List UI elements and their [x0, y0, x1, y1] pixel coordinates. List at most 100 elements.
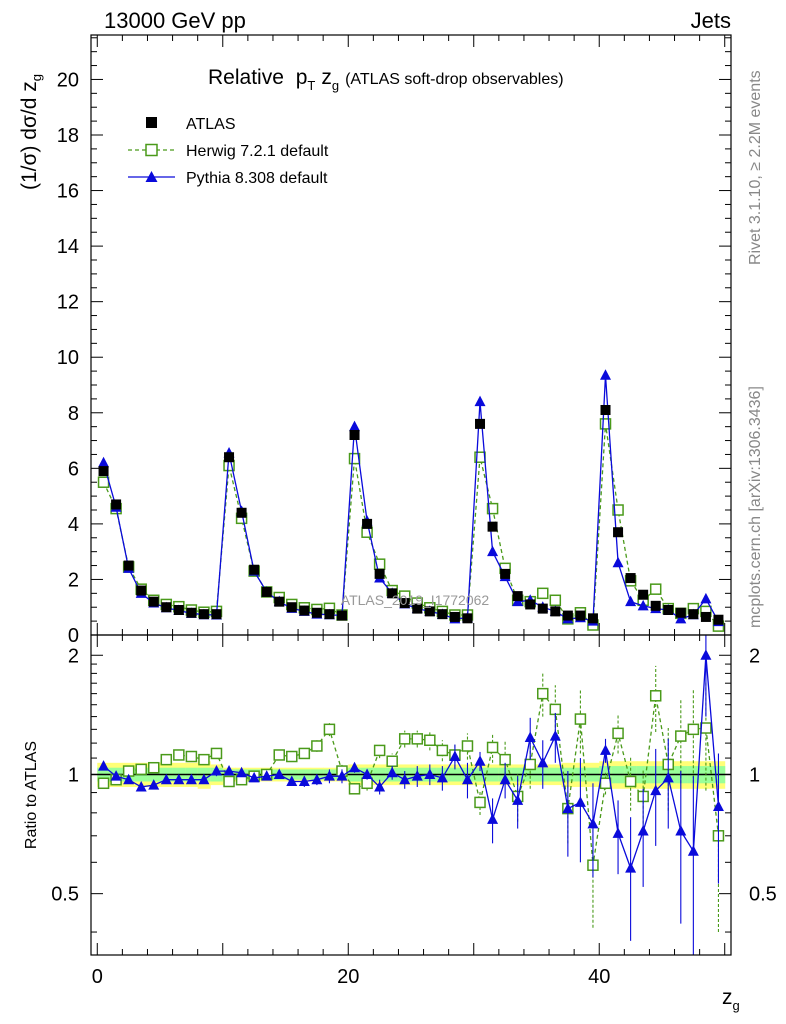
- side-text-mcplots: mcplots.cern.ch [arXiv:1306.3436]: [747, 386, 764, 628]
- atlas-main-point: [537, 603, 548, 614]
- pythia-ratio-point: [537, 756, 549, 768]
- atlas-main-point: [374, 568, 385, 579]
- main-ytick-label: 20: [57, 69, 79, 91]
- pythia-ratio-point: [210, 765, 222, 776]
- atlas-main-point: [449, 611, 460, 622]
- atlas-main-point: [462, 613, 473, 624]
- atlas-main-point: [136, 585, 147, 596]
- title-z: z: [321, 66, 332, 89]
- herwig-ratio-point: [348, 783, 361, 795]
- pythia-ratio-point: [625, 862, 637, 873]
- atlas-main-point: [500, 568, 511, 579]
- atlas-main-point: [562, 610, 573, 621]
- herwig-ratio-point: [649, 690, 662, 702]
- atlas-main-point: [587, 613, 598, 624]
- herwig-ratio-point: [411, 733, 424, 745]
- pythia-ratio-point: [424, 768, 436, 779]
- pythia-ratio-point: [98, 760, 110, 771]
- pythia-ratio-point: [148, 779, 160, 790]
- pythia-ratio-point: [574, 796, 586, 807]
- atlas-main-point: [324, 609, 335, 620]
- atlas-main-point: [211, 609, 222, 620]
- pythia-ratio-point: [524, 731, 536, 742]
- main-ytick-label: 14: [57, 236, 79, 258]
- atlas-main-point: [512, 591, 523, 602]
- atlas-main-point: [299, 605, 310, 616]
- herwig-ratio-point: [160, 753, 173, 766]
- main-ylabel-text: (1/σ) dσ/d z: [18, 81, 41, 190]
- pythia-ratio-point: [461, 773, 473, 785]
- main-ytick-label: 12: [57, 292, 79, 314]
- herwig-ratio-point: [486, 741, 499, 754]
- pythia-ratio-point: [110, 770, 122, 781]
- legend-marker-atlas: [146, 117, 157, 128]
- header-left: 13000 GeV pp: [104, 8, 246, 33]
- main-ytick-label: 18: [57, 125, 79, 147]
- atlas-main-point: [613, 527, 624, 538]
- herwig-ratio-point: [612, 727, 624, 740]
- pythia-main-point: [600, 369, 612, 380]
- herwig-ratio-point: [198, 753, 210, 766]
- pythia-ratio-point: [650, 784, 662, 796]
- pythia-ratio-point: [436, 771, 448, 783]
- atlas-main-point: [600, 405, 611, 415]
- header-right: Jets: [691, 8, 731, 33]
- atlas-main-point: [198, 609, 209, 620]
- herwig-ratio-point: [461, 740, 474, 752]
- herwig-ratio-point: [97, 777, 110, 790]
- ratio-ytick-label: 1: [68, 764, 79, 786]
- atlas-main-point: [186, 607, 197, 618]
- atlas-main-point: [399, 598, 410, 609]
- ratio-ytick-label-right: 0.5: [749, 884, 777, 906]
- herwig-ratio-point: [398, 733, 411, 745]
- atlas-main-point: [98, 466, 109, 477]
- herwig-ratio-point: [474, 796, 486, 809]
- title-word: Relative: [208, 66, 284, 89]
- herwig-main-point: [612, 504, 624, 516]
- ratio-xtick-label: 0: [92, 966, 103, 988]
- atlas-main-point: [387, 588, 398, 599]
- pythia-ratio-point: [675, 824, 687, 836]
- title-p: p: [296, 66, 308, 89]
- legend-label-pythia: Pythia 8.308 default: [186, 170, 328, 187]
- atlas-main-point: [336, 610, 347, 621]
- atlas-main-point: [261, 586, 272, 597]
- herwig-ratio-point: [135, 763, 147, 776]
- pythia-ratio-point: [700, 649, 712, 660]
- pythia-ratio-point: [386, 766, 398, 778]
- pythia-main-point: [625, 595, 637, 607]
- pythia-ratio-point: [311, 773, 323, 785]
- herwig-ratio-point: [147, 761, 160, 774]
- pythia-ratio-point: [286, 775, 298, 786]
- pythia-ratio-point: [499, 773, 511, 785]
- herwig-ratio-point: [624, 775, 637, 788]
- ratio-panel: 0.5 0.51 12 20 20 40 Ratio to ATLAS zg: [23, 634, 777, 1013]
- herwig-ratio-point: [373, 744, 386, 757]
- side-text-rivet: Rivet 3.1.10, ≥ 2.2M events: [747, 70, 764, 265]
- atlas-main-point: [424, 606, 435, 617]
- pythia-ratio-point: [323, 770, 335, 781]
- atlas-main-point: [274, 596, 285, 607]
- herwig-ratio-point: [524, 758, 536, 771]
- pythia-ratio-point: [261, 770, 273, 781]
- pythia-ratio-point: [549, 730, 561, 741]
- ratio-xtick-label: 40: [588, 966, 610, 988]
- ratio-ytick-label: 2: [68, 645, 79, 667]
- herwig-main-point: [97, 476, 110, 488]
- pythia-main-point: [612, 556, 624, 568]
- herwig-main-point: [486, 502, 499, 515]
- atlas-main-point: [236, 507, 247, 518]
- atlas-main-point: [173, 605, 184, 615]
- herwig-ratio-point: [537, 687, 549, 700]
- pythia-ratio-point: [123, 773, 135, 785]
- atlas-main-point: [349, 430, 360, 440]
- pythia-ratio-point: [185, 773, 197, 785]
- main-ytick-label: 0: [68, 625, 79, 647]
- main-ytick-label: 6: [68, 458, 79, 480]
- pythia-ratio-point: [712, 800, 724, 812]
- pythia-ratio-point: [135, 780, 147, 792]
- herwig-ratio-point: [424, 734, 436, 747]
- main-panel: 0 2 4 6 8 10 12 14 16 18 20 ATLAS_2019_I1772062 Re…: [18, 34, 732, 647]
- pythia-ratio-point: [223, 765, 235, 776]
- legend: ATLAS Herwig 7.2.1 default Pythia 8.308 …: [128, 116, 329, 187]
